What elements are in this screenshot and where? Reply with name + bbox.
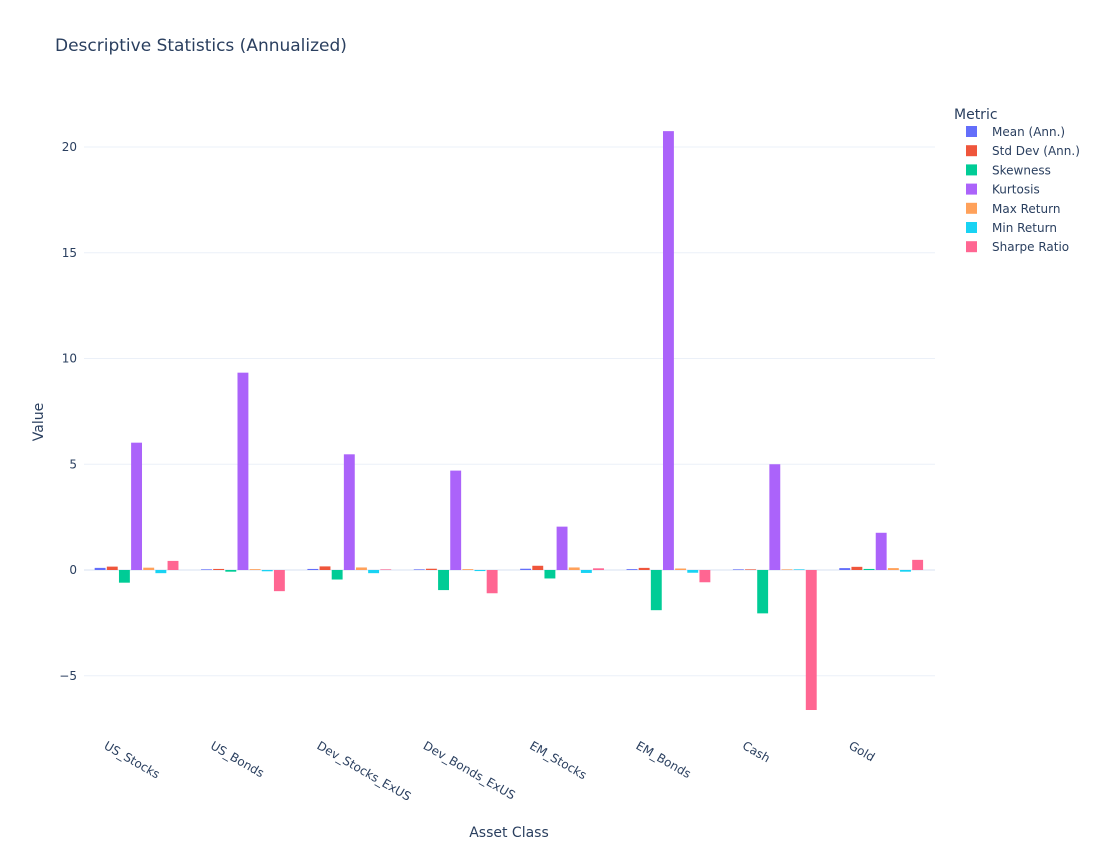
bar [851,566,863,570]
y-tick-label: 5 [69,457,77,471]
legend-swatch [966,222,977,233]
y-tick-label: 10 [62,352,77,366]
legend: Metric Mean (Ann.) Std Dev (Ann.) Skewness… [954,107,1080,254]
bar [368,570,380,574]
bar [793,569,805,570]
y-tick-label: 15 [62,246,77,260]
bar [900,570,911,572]
bar [213,568,225,570]
bar [662,131,674,570]
bar [273,570,285,592]
bar [544,570,556,579]
legend-swatch [966,164,977,176]
bar [380,569,392,570]
bar [225,570,237,572]
y-axis-ticks: −5 0 5 10 15 20 [59,140,77,683]
bar [556,526,568,570]
bar [143,567,155,570]
bar [699,570,711,583]
legend-label: Max Return [992,202,1060,216]
bar [261,570,273,572]
bar [626,569,638,570]
legend-label: Kurtosis [992,183,1040,197]
bar [307,568,319,570]
bar [331,570,343,580]
bar [201,569,212,570]
legend-items: Mean (Ann.) Std Dev (Ann.) Skewness Kurtosi… [966,125,1080,254]
legend-swatch [966,145,977,157]
bar [106,566,118,570]
bar [520,568,532,570]
bars [94,131,924,711]
bar [745,569,756,570]
bar [249,569,261,570]
y-tick-label: −5 [59,669,77,683]
y-tick-label: 20 [62,140,77,154]
bar [450,470,462,570]
bar [356,567,367,570]
bar [167,560,179,570]
x-axis-title: Asset Class [469,825,549,841]
bar [425,568,437,570]
bar [593,568,604,570]
legend-label: Skewness [992,163,1051,177]
y-tick-label: 0 [69,563,77,577]
bar [805,570,817,711]
bar [650,570,662,611]
bar [413,569,425,570]
chart-title: Descriptive Statistics (Annualized) [55,36,347,56]
legend-label: Sharpe Ratio [992,240,1069,254]
bar [343,454,355,570]
legend-swatch [966,241,977,253]
bar [638,567,650,570]
legend-label: Std Dev (Ann.) [992,144,1080,158]
legend-title: Metric [954,107,998,123]
bar [675,568,687,570]
bar [769,464,781,570]
legend-label: Mean (Ann.) [992,125,1065,139]
bar [839,568,851,570]
legend-swatch [966,183,977,195]
bar [687,570,699,573]
bar [781,569,793,570]
bar [580,570,592,573]
bar [438,570,449,591]
bar [462,569,474,570]
bar [474,570,486,572]
bar [94,567,106,570]
bar [912,559,924,570]
bar [875,532,887,570]
legend-swatch [966,202,977,214]
bar [131,442,143,570]
bar [118,570,130,583]
legend-swatch [966,126,977,137]
bar [887,568,899,570]
bar [532,565,544,570]
y-axis-title: Value [31,403,47,441]
bar [319,566,331,570]
bar [568,567,580,570]
bar [237,372,249,570]
legend-label: Min Return [992,221,1057,235]
bar [863,568,875,570]
bar [486,570,498,594]
bar [732,569,744,570]
bar [757,570,769,614]
bar [155,570,167,574]
